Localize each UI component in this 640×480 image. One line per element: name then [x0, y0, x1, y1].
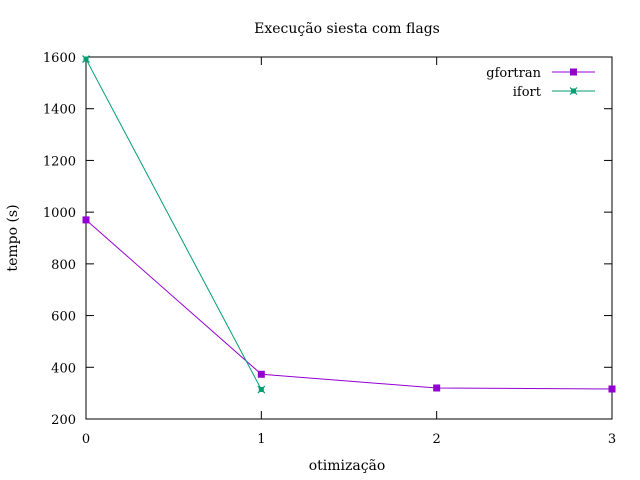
series-line-ifort: [85, 58, 262, 390]
y-axis: 200 400 600 800 1000 1200 1400 1600: [43, 51, 612, 428]
data-point-gfortran: [82, 216, 90, 224]
chart-title: Execução siesta com flags: [254, 21, 440, 37]
y-tick-label: 1600: [43, 51, 76, 66]
legend-label-ifort: ifort: [513, 85, 542, 100]
x-tick-label: 0: [82, 432, 90, 447]
plot-border: [85, 56, 613, 420]
series-line-gfortran: [85, 219, 613, 390]
legend-label-gfortran: gfortran: [486, 66, 541, 81]
series-gfortran: [82, 216, 616, 393]
legend-marker-ifort: [569, 87, 578, 95]
data-point-gfortran: [608, 385, 616, 393]
x-tick-label: 1: [257, 432, 265, 447]
y-tick-label: 1200: [43, 154, 76, 169]
x-axis-label: otimização: [309, 458, 386, 474]
plot-frame: [85, 56, 613, 420]
y-axis-label: tempo (s): [5, 204, 21, 271]
x-tick-label: 3: [608, 432, 616, 447]
x-tick-label: 2: [433, 432, 441, 447]
data-point-gfortran: [433, 384, 441, 392]
series-ifort: [82, 55, 266, 394]
y-tick-label: 400: [51, 361, 76, 376]
legend: gfortran ifort: [486, 66, 595, 100]
y-tick-label: 200: [51, 413, 76, 428]
data-point-ifort: [82, 55, 90, 63]
data-point-gfortran: [257, 370, 265, 378]
y-tick-label: 800: [51, 258, 76, 273]
y-tick-label: 600: [51, 310, 76, 325]
series-layer: [82, 55, 616, 394]
data-point-ifort: [257, 385, 266, 394]
y-tick-label: 1400: [43, 103, 76, 118]
y-tick-label: 1000: [43, 206, 76, 221]
legend-marker-gfortran: [570, 68, 577, 76]
